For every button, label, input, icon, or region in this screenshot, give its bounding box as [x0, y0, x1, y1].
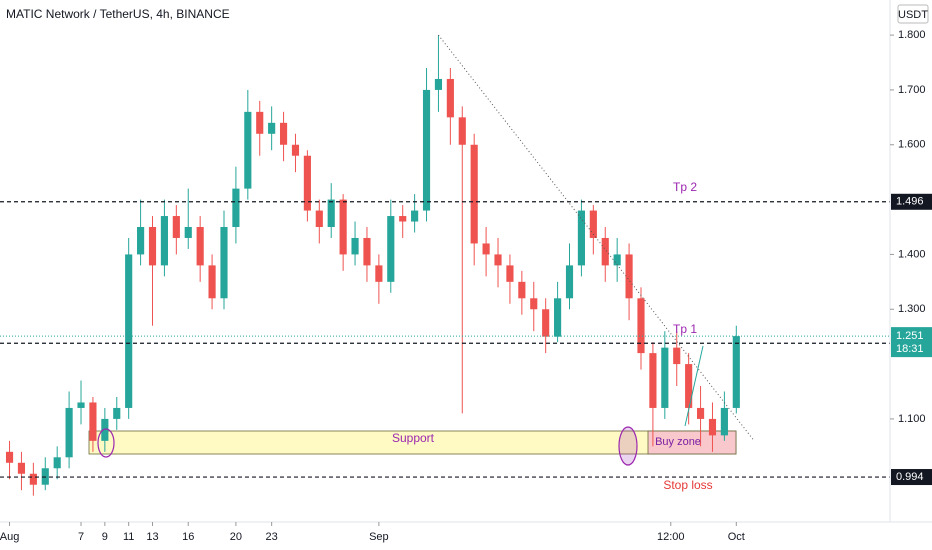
- candle-body: [542, 309, 550, 337]
- candle-body: [434, 78, 443, 90]
- candle-body: [518, 281, 526, 299]
- candle-body: [530, 298, 538, 310]
- highlight-circle: [618, 426, 638, 466]
- level-label: 1.496: [896, 196, 924, 208]
- candle-body: [482, 243, 490, 255]
- candle-body: [315, 210, 323, 228]
- candle-body: [327, 199, 335, 228]
- candle-body: [184, 227, 192, 238]
- candle-body: [113, 407, 121, 419]
- candle-body: [506, 265, 514, 282]
- last-price-label: 1.251: [896, 330, 924, 342]
- x-tick-label: 7: [78, 531, 84, 543]
- level-label: 0.994: [896, 471, 924, 483]
- candle-body: [732, 336, 740, 408]
- candle-body: [565, 265, 574, 299]
- x-tick-label: 9: [102, 531, 108, 543]
- candle-body: [708, 418, 717, 436]
- candle-body: [554, 298, 562, 337]
- candle-body: [148, 227, 157, 266]
- y-tick-label: 1.300: [898, 303, 926, 315]
- x-tick-label: Oct: [728, 531, 745, 543]
- level-box: [891, 469, 932, 486]
- currency: USDT: [898, 9, 928, 21]
- y-tick-label: 1.100: [898, 413, 926, 425]
- candle-body: [601, 237, 609, 266]
- candle-body: [65, 407, 73, 458]
- y-tick-label: 1.800: [898, 29, 926, 41]
- candle-body: [291, 144, 300, 156]
- candle-body: [696, 407, 705, 419]
- candle-body: [29, 473, 37, 485]
- y-tick-label: 1.400: [898, 248, 926, 260]
- candle-body: [53, 457, 61, 469]
- candle-body: [458, 117, 466, 145]
- x-tick-label: Aug: [0, 531, 19, 543]
- candle-body: [17, 462, 26, 474]
- x-tick-label: 20: [230, 531, 242, 543]
- candle-body: [637, 298, 645, 354]
- candle-body: [685, 364, 693, 408]
- highlight-circle: [97, 428, 115, 458]
- support-label: Support: [392, 431, 435, 445]
- candle-body: [351, 237, 359, 255]
- candle-body: [303, 155, 311, 211]
- x-tick-label: 11: [123, 531, 134, 543]
- projection-arrow: [684, 345, 704, 427]
- candle-body: [363, 237, 371, 266]
- buy-zone-label: Buy zone: [655, 436, 701, 448]
- candle-body: [268, 122, 276, 134]
- y-tick-label: 1.600: [898, 139, 926, 151]
- candle-body: [589, 210, 597, 238]
- candle-body: [256, 111, 264, 134]
- candle-body: [89, 402, 97, 441]
- candle-body: [399, 216, 407, 222]
- candle-body: [101, 418, 109, 441]
- chart-title: MATIC Network / TetherUS, 4h, BINANCE: [6, 7, 230, 21]
- candle-body: [339, 199, 347, 255]
- candle-body: [208, 265, 216, 299]
- candle-body: [387, 216, 395, 282]
- candle-body: [446, 78, 454, 118]
- stop-loss-label: Stop loss: [663, 478, 712, 492]
- tp1-label: Tp 1: [673, 322, 697, 336]
- candle-body: [661, 347, 669, 408]
- level-box: [891, 193, 932, 210]
- candle-body: [125, 254, 133, 408]
- candle-body: [375, 265, 383, 282]
- x-tick-label: 16: [182, 531, 194, 543]
- candle-body: [5, 451, 14, 463]
- candle-body: [494, 254, 502, 266]
- candle-body: [673, 347, 681, 365]
- candle-body: [172, 216, 180, 238]
- countdown: 18:31: [896, 343, 924, 355]
- candle-body: [649, 353, 657, 408]
- candle-body: [160, 216, 168, 266]
- x-tick-label: 23: [266, 531, 278, 543]
- currency-box: [897, 4, 929, 24]
- candle-body: [625, 254, 633, 299]
- tp2-label: Tp 2: [673, 180, 697, 194]
- candle-body: [220, 227, 228, 299]
- candle-body: [613, 254, 621, 266]
- candle-body: [196, 227, 204, 266]
- candle-body: [411, 210, 419, 222]
- candle-body: [470, 144, 478, 244]
- candle-body: [279, 122, 288, 145]
- candle-body: [244, 111, 252, 189]
- candle-body: [577, 210, 585, 266]
- x-tick-label: 13: [146, 531, 158, 543]
- candle-body: [137, 227, 145, 255]
- last-price-box: [891, 327, 932, 358]
- candle-body: [422, 89, 431, 211]
- y-tick-label: 1.700: [898, 84, 926, 96]
- x-tick-label: 12:00: [657, 531, 685, 543]
- buy-zone: [647, 430, 737, 455]
- candle-body: [232, 188, 240, 228]
- x-tick-label: Sep: [369, 531, 389, 543]
- candle-body: [77, 402, 85, 408]
- candle-body: [720, 407, 728, 436]
